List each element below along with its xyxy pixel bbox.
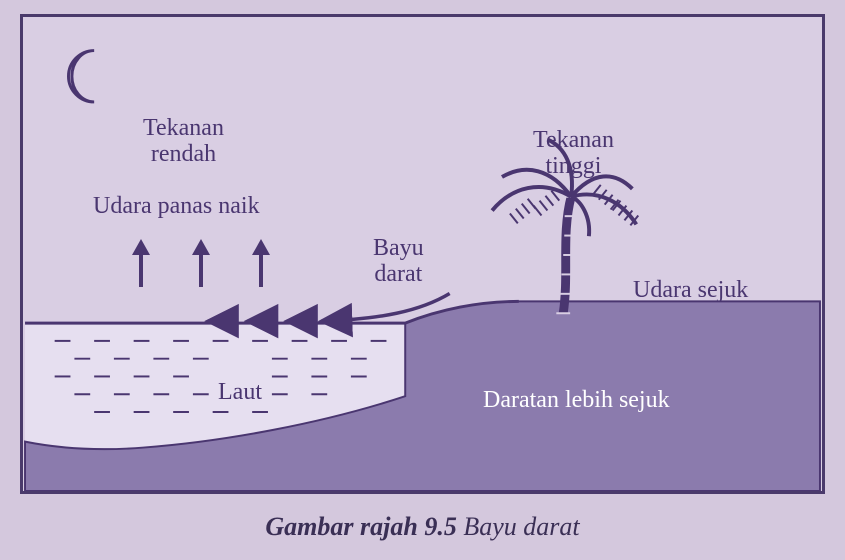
label-laut: Laut xyxy=(218,379,262,405)
label-tekanan-rendah: Tekanan rendah xyxy=(143,115,224,168)
caption-figure-number: Gambar rajah 9.5 xyxy=(265,512,456,541)
label-tekanan-tinggi: Tekanan tinggi xyxy=(533,127,614,180)
figure-caption: Gambar rajah 9.5 Bayu darat xyxy=(0,512,845,542)
label-udara-sejuk: Udara sejuk xyxy=(633,277,748,303)
label-bayu-darat: Bayu darat xyxy=(373,235,424,288)
moon-icon xyxy=(68,51,94,102)
diagram-frame: Tekanan rendah Udara panas naik Bayu dar… xyxy=(20,14,825,494)
label-udara-panas-naik: Udara panas naik xyxy=(93,193,260,219)
label-daratan-lebih-sejuk: Daratan lebih sejuk xyxy=(483,387,670,413)
caption-title: Bayu darat xyxy=(457,512,580,541)
